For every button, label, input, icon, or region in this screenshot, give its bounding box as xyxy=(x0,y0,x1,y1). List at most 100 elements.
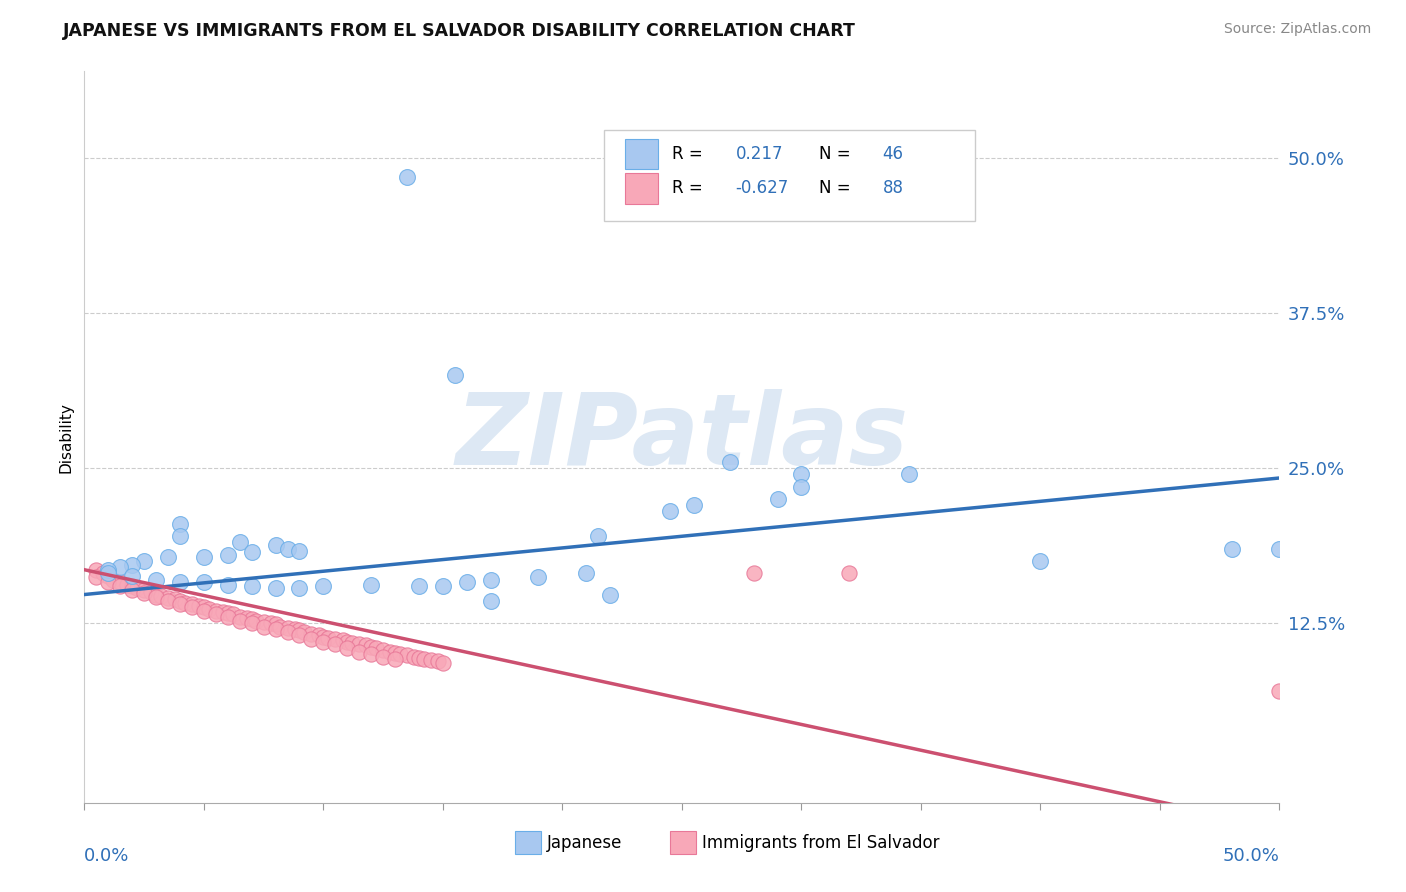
Point xyxy=(132,582,156,597)
Point xyxy=(217,577,239,591)
Point xyxy=(340,636,363,650)
Point xyxy=(277,541,299,556)
Point xyxy=(898,467,921,482)
Point xyxy=(1268,541,1291,556)
Point xyxy=(420,653,443,667)
Point xyxy=(412,652,434,666)
Point xyxy=(349,644,371,658)
Point xyxy=(264,622,287,636)
Point xyxy=(479,573,502,587)
Point xyxy=(284,622,307,636)
Point xyxy=(117,577,139,591)
Point xyxy=(110,560,132,574)
Point xyxy=(288,544,311,558)
Point xyxy=(121,582,143,597)
Point xyxy=(86,570,108,584)
Point xyxy=(97,569,120,583)
Point xyxy=(301,632,323,647)
Point xyxy=(97,563,120,577)
Point xyxy=(308,628,330,642)
Point xyxy=(316,631,339,645)
Point xyxy=(169,516,191,531)
Point xyxy=(364,640,387,655)
Point xyxy=(349,637,371,651)
Point xyxy=(157,550,180,565)
Point xyxy=(217,610,239,624)
Point xyxy=(264,538,287,552)
Point xyxy=(360,640,382,654)
Point xyxy=(288,582,311,596)
Point xyxy=(253,620,276,634)
Point xyxy=(456,575,478,590)
Bar xyxy=(624,173,658,203)
Point xyxy=(193,575,215,590)
Point xyxy=(145,588,167,602)
Text: JAPANESE VS IMMIGRANTS FROM EL SALVADOR DISABILITY CORRELATION CHART: JAPANESE VS IMMIGRANTS FROM EL SALVADOR … xyxy=(63,22,856,40)
Point xyxy=(1029,554,1052,568)
Point xyxy=(659,504,682,518)
Point xyxy=(132,586,156,600)
Point xyxy=(188,599,211,613)
Point xyxy=(145,573,167,587)
Point xyxy=(312,634,335,648)
Point xyxy=(197,602,219,616)
Point xyxy=(121,558,143,572)
Point xyxy=(479,593,502,607)
Text: N =: N = xyxy=(820,179,856,197)
Point xyxy=(212,605,235,619)
Point xyxy=(838,566,860,581)
Point xyxy=(240,545,263,559)
Point xyxy=(93,566,115,581)
Point xyxy=(432,579,454,593)
Point xyxy=(193,604,215,618)
FancyBboxPatch shape xyxy=(605,130,974,221)
Point xyxy=(132,554,156,568)
Point xyxy=(427,655,450,669)
Point xyxy=(277,624,299,639)
Point xyxy=(790,467,813,482)
Y-axis label: Disability: Disability xyxy=(58,401,73,473)
Text: 88: 88 xyxy=(883,179,904,197)
Point xyxy=(193,550,215,565)
Point xyxy=(588,529,610,543)
Point xyxy=(388,647,411,661)
Point xyxy=(575,566,598,581)
Point xyxy=(229,614,252,628)
Point xyxy=(205,604,228,618)
Point xyxy=(145,590,167,604)
Point xyxy=(245,614,267,628)
Point xyxy=(193,599,215,614)
Point xyxy=(356,638,378,652)
Text: 0.217: 0.217 xyxy=(735,145,783,163)
Point xyxy=(97,575,120,590)
Text: Immigrants from El Salvador: Immigrants from El Salvador xyxy=(702,834,939,852)
Point xyxy=(396,169,419,184)
Point xyxy=(373,643,395,657)
Point xyxy=(97,566,120,581)
Point xyxy=(269,620,291,634)
Point xyxy=(325,637,347,651)
Point xyxy=(1220,541,1243,556)
Point xyxy=(336,640,359,655)
Point xyxy=(277,621,299,635)
Point xyxy=(169,529,191,543)
Text: ZIPatlas: ZIPatlas xyxy=(456,389,908,485)
Text: Source: ZipAtlas.com: Source: ZipAtlas.com xyxy=(1223,22,1371,37)
Point xyxy=(360,577,382,591)
Point xyxy=(599,588,621,602)
Text: Japanese: Japanese xyxy=(547,834,623,852)
Point xyxy=(718,455,741,469)
Point xyxy=(444,368,467,383)
Text: 50.0%: 50.0% xyxy=(1223,847,1279,864)
Point xyxy=(173,596,195,610)
Point xyxy=(125,582,148,596)
Point xyxy=(408,579,430,593)
Point xyxy=(217,548,239,562)
Text: 46: 46 xyxy=(883,145,904,163)
Text: N =: N = xyxy=(820,145,856,163)
Point xyxy=(181,599,204,614)
Point xyxy=(766,491,789,506)
Text: R =: R = xyxy=(672,145,709,163)
Point xyxy=(121,569,143,583)
Text: 0.0%: 0.0% xyxy=(84,847,129,864)
